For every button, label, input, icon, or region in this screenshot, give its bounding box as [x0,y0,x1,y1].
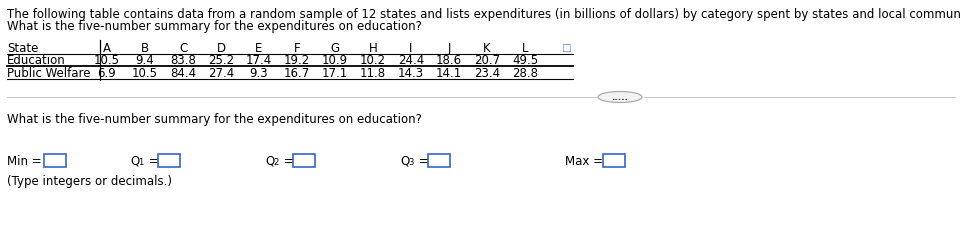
Text: The following table contains data from a random sample of 12 states and lists ex: The following table contains data from a… [7,8,960,21]
Text: I: I [409,42,413,55]
Text: =: = [415,155,428,168]
Text: 3: 3 [408,158,414,167]
Text: 14.1: 14.1 [436,67,462,80]
Text: 6.9: 6.9 [98,67,116,80]
Text: H: H [369,42,377,55]
Text: L: L [521,42,528,55]
Text: E: E [255,42,263,55]
Text: K: K [483,42,491,55]
Text: B: B [141,42,149,55]
Text: 20.7: 20.7 [474,54,500,67]
Text: A: A [103,42,111,55]
Text: 2: 2 [273,158,278,167]
Text: Min =: Min = [7,155,41,168]
Text: 49.5: 49.5 [512,54,538,67]
Text: 28.8: 28.8 [512,67,538,80]
Text: 24.4: 24.4 [397,54,424,67]
Text: G: G [330,42,340,55]
Text: □: □ [561,43,571,53]
Text: =: = [280,155,294,168]
Text: 10.9: 10.9 [322,54,348,67]
Text: 1: 1 [138,158,143,167]
Text: =: = [145,155,158,168]
Text: 17.1: 17.1 [322,67,348,80]
Text: F: F [294,42,300,55]
Text: 27.4: 27.4 [208,67,234,80]
FancyBboxPatch shape [428,154,450,167]
Text: 14.3: 14.3 [398,67,424,80]
Text: Max =: Max = [565,155,603,168]
Text: Q: Q [400,155,409,168]
Text: 10.2: 10.2 [360,54,386,67]
Text: 17.4: 17.4 [246,54,272,67]
Text: What is the five-number summary for the expenditures on education?: What is the five-number summary for the … [7,20,421,33]
Text: 10.5: 10.5 [132,67,158,80]
Text: C: C [179,42,187,55]
Text: 84.4: 84.4 [170,67,196,80]
Text: State: State [7,42,38,55]
Text: 16.7: 16.7 [284,67,310,80]
Text: 19.2: 19.2 [284,54,310,67]
Text: .....: ..... [612,93,629,101]
Text: 18.6: 18.6 [436,54,462,67]
Text: 25.2: 25.2 [208,54,234,67]
Text: J: J [447,42,450,55]
Ellipse shape [598,91,642,103]
FancyBboxPatch shape [603,154,625,167]
Text: 10.5: 10.5 [94,54,120,67]
FancyBboxPatch shape [158,154,180,167]
Text: Q: Q [265,155,275,168]
FancyBboxPatch shape [293,154,315,167]
Text: 23.4: 23.4 [474,67,500,80]
Text: 9.3: 9.3 [250,67,268,80]
Text: 9.4: 9.4 [135,54,155,67]
Text: 83.8: 83.8 [170,54,196,67]
Text: What is the five-number summary for the expenditures on education?: What is the five-number summary for the … [7,113,421,126]
Text: 11.8: 11.8 [360,67,386,80]
Text: Public Welfare: Public Welfare [7,67,90,80]
Text: (Type integers or decimals.): (Type integers or decimals.) [7,175,172,188]
Text: Education: Education [7,54,65,67]
Text: Q: Q [130,155,139,168]
FancyBboxPatch shape [44,154,66,167]
Text: D: D [216,42,226,55]
